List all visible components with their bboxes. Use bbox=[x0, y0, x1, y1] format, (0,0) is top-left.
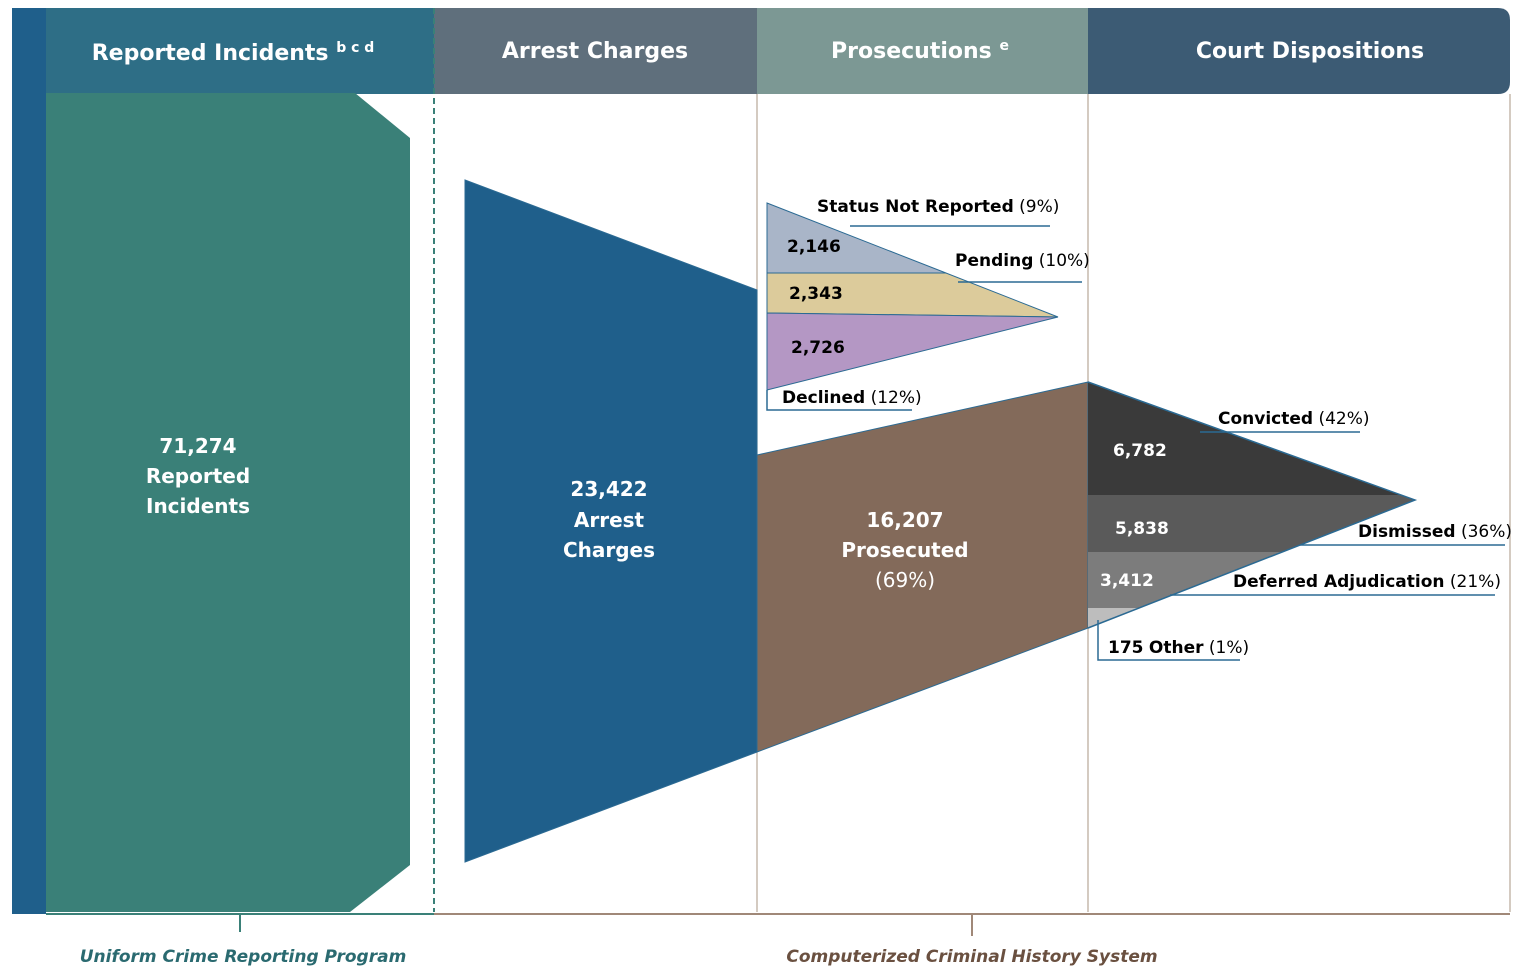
label: Arrest bbox=[574, 508, 645, 532]
header: Reported Incidents b c d bbox=[92, 40, 375, 66]
outline bbox=[1087, 381, 1418, 629]
deferred-shape bbox=[1088, 552, 1282, 608]
callout-name: Dismissed bbox=[1358, 522, 1456, 542]
dismissed-shape bbox=[1088, 495, 1415, 552]
value: 23,422 bbox=[570, 477, 647, 501]
header-bg bbox=[1088, 8, 1510, 94]
callout-pct: (21%) bbox=[1450, 572, 1501, 592]
callout: Deferred Adjudication (21%) bbox=[1233, 572, 1501, 592]
pct: (69%) bbox=[875, 568, 935, 592]
callout: Status Not Reported (9%) bbox=[817, 197, 1059, 217]
callout-pct: (36%) bbox=[1461, 522, 1512, 542]
value: 16,207 bbox=[866, 508, 943, 532]
footer: Uniform Crime Reporting Program bbox=[80, 947, 407, 967]
callout-name: Pending bbox=[955, 251, 1033, 271]
label: Charges bbox=[563, 538, 655, 562]
value: 2,343 bbox=[789, 284, 843, 304]
value: 5,838 bbox=[1115, 519, 1169, 539]
bracket bbox=[46, 913, 434, 932]
callout-value: 175 bbox=[1108, 638, 1144, 658]
header: Arrest Charges bbox=[502, 39, 688, 64]
leader bbox=[766, 390, 912, 411]
callout-name: Declined bbox=[782, 388, 865, 408]
callout: Dismissed (36%) bbox=[1358, 522, 1512, 542]
value: 71,274 bbox=[159, 434, 236, 458]
callout-name: Convicted bbox=[1218, 409, 1313, 429]
value: 2,146 bbox=[787, 237, 841, 257]
label: Incidents bbox=[146, 494, 250, 518]
callout-pct: (9%) bbox=[1019, 197, 1059, 217]
label: Prosecuted bbox=[841, 538, 968, 562]
callout-name: Deferred Adjudication bbox=[1233, 572, 1445, 592]
header-sup: e bbox=[999, 38, 1009, 54]
reported-shape bbox=[46, 93, 410, 912]
callout-name: Status Not Reported bbox=[817, 197, 1014, 217]
callout: Convicted (42%) bbox=[1218, 409, 1370, 429]
header-bg bbox=[46, 8, 434, 94]
declined-shape bbox=[766, 312, 1059, 391]
value: 6,782 bbox=[1113, 441, 1167, 461]
header-title: Prosecutions bbox=[831, 39, 992, 64]
header-bg bbox=[757, 8, 1088, 94]
value: 2,726 bbox=[791, 338, 845, 358]
bracket bbox=[434, 913, 1510, 936]
callout-pct: (10%) bbox=[1039, 251, 1090, 271]
header-bg bbox=[434, 8, 757, 94]
callout: Pending (10%) bbox=[955, 251, 1090, 271]
callout-pct: (12%) bbox=[871, 388, 922, 408]
label: Reported bbox=[146, 464, 250, 488]
callout-pct: (42%) bbox=[1318, 409, 1369, 429]
callout: Declined (12%) bbox=[782, 388, 922, 408]
prosecuted-shape bbox=[756, 381, 1089, 753]
leader bbox=[1097, 620, 1240, 661]
callout: 175 Other (1%) bbox=[1108, 638, 1249, 658]
header-sup: b c d bbox=[336, 40, 374, 56]
callout-name: Other bbox=[1149, 638, 1204, 658]
header: Court Dispositions bbox=[1196, 39, 1424, 64]
header-title: Reported Incidents bbox=[92, 41, 329, 66]
header: Prosecutions e bbox=[831, 38, 1009, 64]
value: 3,412 bbox=[1100, 571, 1154, 591]
left-bar bbox=[12, 8, 46, 914]
footer: Computerized Criminal History System bbox=[786, 947, 1157, 967]
callout-pct: (1%) bbox=[1209, 638, 1249, 658]
